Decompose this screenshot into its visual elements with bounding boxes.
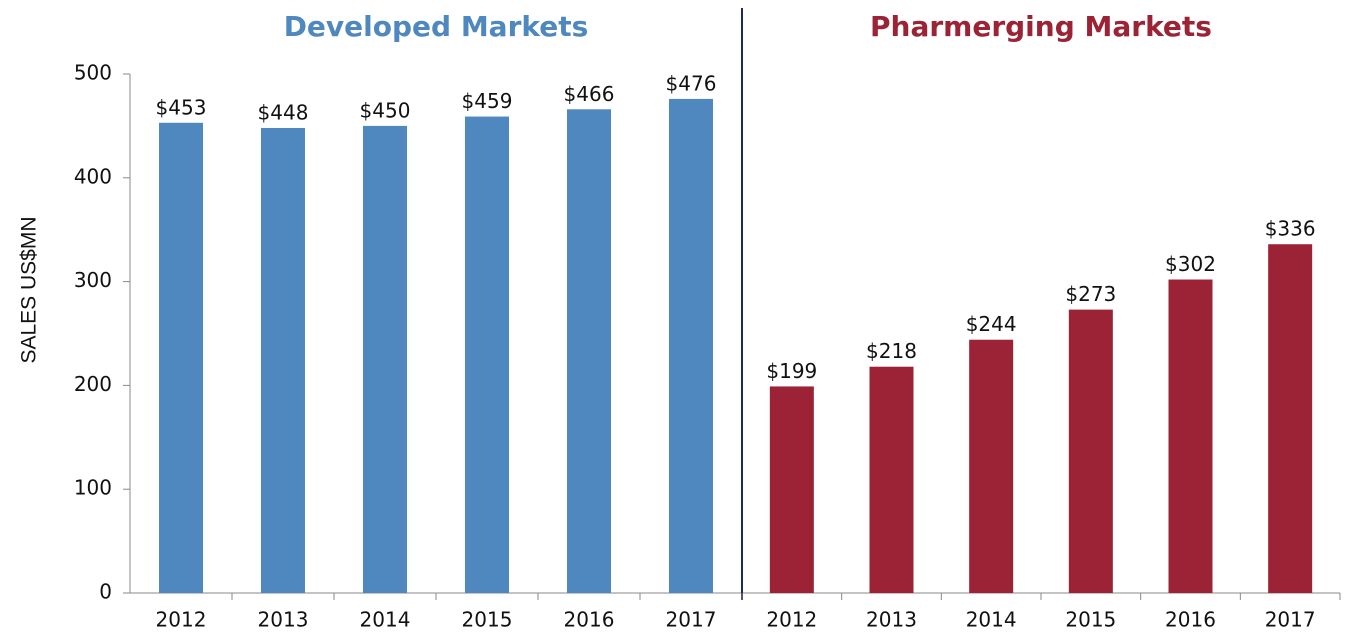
bar xyxy=(363,125,407,594)
x-tick-label: 2013 xyxy=(258,608,309,632)
value-label: $448 xyxy=(258,100,309,124)
value-label: $302 xyxy=(1165,252,1216,276)
bar xyxy=(969,339,1014,593)
y-tick-label: 400 xyxy=(74,164,112,188)
value-label: $244 xyxy=(966,312,1017,336)
value-label: $218 xyxy=(866,339,917,363)
x-tick-label: 2017 xyxy=(1265,608,1316,632)
x-tick-label: 2012 xyxy=(766,608,817,632)
bar xyxy=(567,109,611,594)
y-tick-label: 300 xyxy=(74,268,112,292)
y-tick-label: 500 xyxy=(74,61,112,85)
x-tick-label: 2016 xyxy=(1165,608,1216,632)
value-label: $453 xyxy=(156,95,207,119)
group-title: Pharmerging Markets xyxy=(870,10,1212,43)
bar xyxy=(1068,309,1113,593)
value-label: $459 xyxy=(462,89,513,113)
bar xyxy=(465,116,509,594)
value-label: $336 xyxy=(1265,217,1316,241)
x-tick-label: 2016 xyxy=(564,608,615,632)
x-tick-label: 2014 xyxy=(966,608,1017,632)
bar xyxy=(669,98,713,594)
y-axis-label: SALES US$MN xyxy=(18,216,41,363)
value-label: $273 xyxy=(1065,282,1116,306)
value-label: $476 xyxy=(666,71,717,95)
value-label: $199 xyxy=(766,359,817,383)
group-title: Developed Markets xyxy=(284,10,589,43)
x-tick-label: 2012 xyxy=(156,608,207,632)
x-tick-label: 2017 xyxy=(666,608,717,632)
bar xyxy=(769,386,814,593)
x-tick-label: 2014 xyxy=(360,608,411,632)
y-tick-label: 0 xyxy=(99,580,112,604)
x-tick-label: 2015 xyxy=(462,608,513,632)
bar xyxy=(1268,244,1313,593)
bar xyxy=(261,127,305,593)
y-tick-label: 100 xyxy=(74,476,112,500)
bar xyxy=(159,122,203,593)
value-label: $450 xyxy=(360,98,411,122)
x-tick-label: 2015 xyxy=(1065,608,1116,632)
value-label: $466 xyxy=(564,82,615,106)
x-tick-label: 2013 xyxy=(866,608,917,632)
bar xyxy=(1168,279,1213,593)
bar xyxy=(869,366,914,593)
y-tick-label: 200 xyxy=(74,372,112,396)
